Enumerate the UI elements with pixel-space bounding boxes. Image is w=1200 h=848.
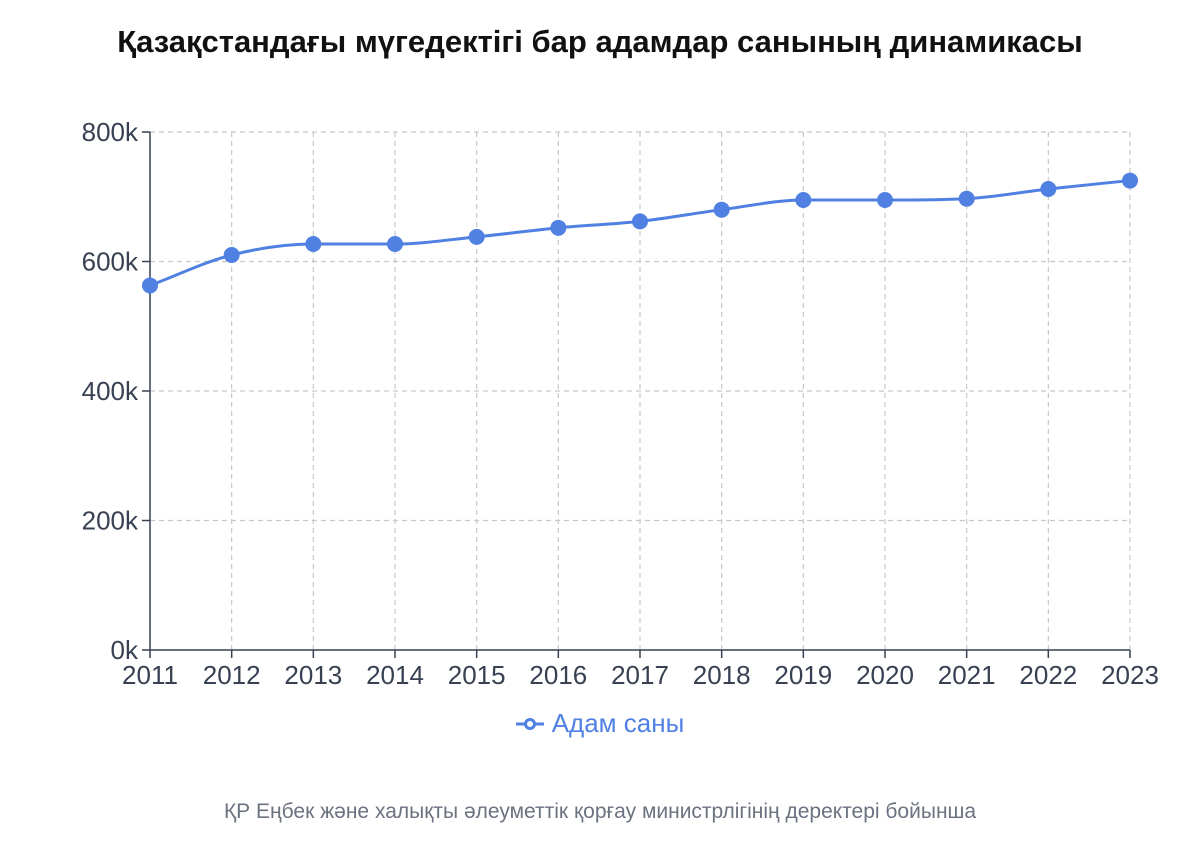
legend-label: Адам саны <box>551 708 685 738</box>
y-tick-label: 800k <box>82 117 139 147</box>
x-axis: 2011 2012 2013 2014 2015 2016 2017 2018 2019 2020… <box>122 649 1159 690</box>
x-tick-label: 2022 <box>1019 660 1077 690</box>
legend[interactable]: Адам саны <box>0 708 1200 739</box>
data-point[interactable] <box>958 190 975 207</box>
data-point[interactable] <box>305 236 322 253</box>
x-tick-label: 2014 <box>366 660 424 690</box>
data-point[interactable] <box>550 219 567 236</box>
x-tick-label: 2016 <box>529 660 587 690</box>
data-point[interactable] <box>387 236 403 253</box>
x-tick-label: 2023 <box>1101 660 1159 690</box>
y-axis: 0k 200k 400k 600k 800k <box>82 117 151 665</box>
chart-title: Қазақстандағы мүгедектігі бар адамдар са… <box>117 24 1083 59</box>
x-tick-label: 2012 <box>203 660 261 690</box>
x-tick-label: 2021 <box>938 660 996 690</box>
data-point[interactable] <box>142 277 158 294</box>
data-point[interactable] <box>1040 180 1057 197</box>
x-tick-label: 2015 <box>448 660 506 690</box>
x-tick-label: 2019 <box>774 660 832 690</box>
data-point[interactable] <box>795 191 812 208</box>
data-point[interactable] <box>1122 172 1138 189</box>
x-tick-label: 2011 <box>122 660 178 690</box>
y-tick-label: 0k <box>111 635 139 665</box>
data-point[interactable] <box>468 228 485 245</box>
x-tick-label: 2018 <box>693 660 751 690</box>
grid <box>150 131 1131 650</box>
x-tick-label: 2013 <box>284 660 342 690</box>
x-tick-label: 2017 <box>611 660 669 690</box>
y-tick-label: 600k <box>82 247 139 277</box>
data-point[interactable] <box>877 191 893 208</box>
y-tick-label: 200k <box>82 506 139 536</box>
source-note: ҚР Еңбек және халықты әлеуметтік қорғау … <box>223 800 977 823</box>
legend-marker-icon <box>515 717 544 730</box>
data-point[interactable] <box>632 213 648 230</box>
y-tick-label: 400k <box>82 376 139 406</box>
x-tick-label: 2020 <box>856 660 914 690</box>
data-point[interactable] <box>713 201 730 218</box>
series-points <box>142 172 1138 294</box>
data-point[interactable] <box>223 247 240 264</box>
